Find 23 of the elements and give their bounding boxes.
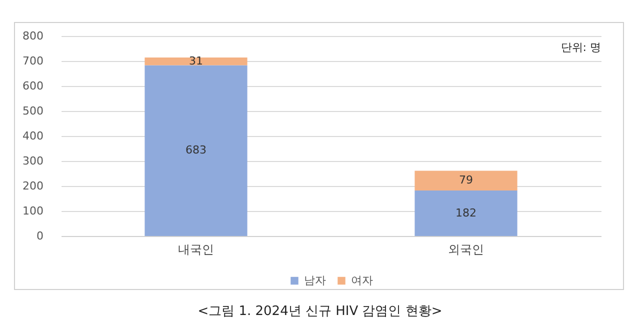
data-label: 31 bbox=[189, 54, 203, 68]
legend-label: 남자 bbox=[304, 274, 326, 287]
y-tick-label: 100 bbox=[22, 204, 44, 218]
bar bbox=[144, 65, 248, 236]
y-tick-label: 300 bbox=[22, 154, 44, 168]
y-tick-label: 600 bbox=[22, 80, 44, 92]
y-tick-label: 0 bbox=[36, 230, 44, 242]
text: <그림 1. 2024년 신규 HIV 감염인 현황> bbox=[196, 303, 444, 320]
annotation: 단위: 명 bbox=[560, 41, 601, 54]
data-label: 79 bbox=[459, 174, 473, 187]
x-tick-label: 내국인 bbox=[178, 242, 214, 256]
x-tick-label: 외국인 bbox=[448, 242, 484, 256]
data-label: 182 bbox=[456, 206, 476, 220]
y-tick-label: 200 bbox=[22, 180, 44, 192]
bar bbox=[144, 58, 248, 66]
y-tick-label: 800 bbox=[22, 30, 44, 42]
y-tick-label: 400 bbox=[22, 130, 44, 142]
y-tick-label: 500 bbox=[22, 104, 44, 118]
bar bbox=[414, 170, 518, 190]
legend-label: 여자 bbox=[351, 274, 373, 287]
y-tick-label: 700 bbox=[22, 54, 44, 68]
data-label: 683 bbox=[186, 144, 206, 157]
bar bbox=[414, 190, 518, 236]
